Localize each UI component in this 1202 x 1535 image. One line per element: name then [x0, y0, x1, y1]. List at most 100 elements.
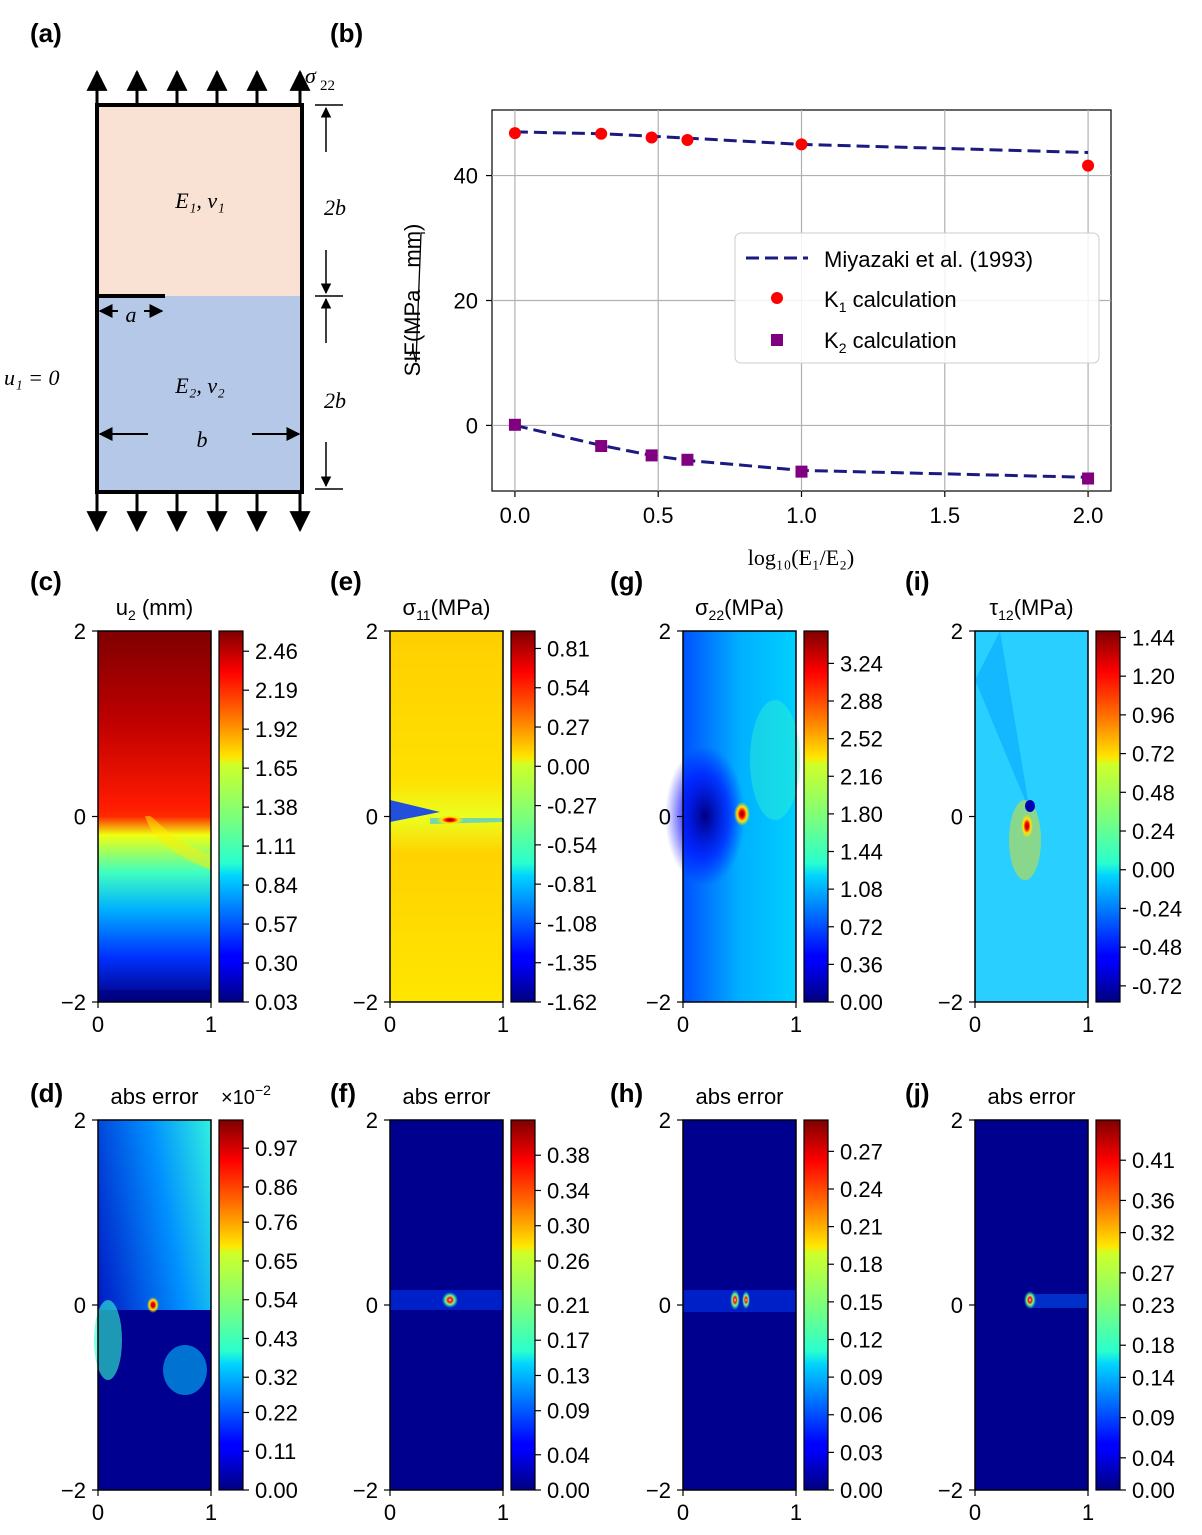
colorbar-i	[1095, 630, 1121, 1003]
colorbar-tick-label: 1.11	[255, 834, 296, 859]
heatmap-title-e: σ11(MPa)	[402, 595, 490, 623]
colorbar-tick-label: 0.76	[255, 1210, 298, 1235]
heatmap-y-tick-label: 0	[951, 1293, 963, 1318]
colorbar-e	[510, 630, 536, 1003]
crack-length-label: a	[126, 302, 137, 327]
colorbar-tick-label: 0.48	[1132, 780, 1175, 805]
field-u2-bottom-band	[98, 990, 211, 1002]
colorbar-tick-label: 0.13	[547, 1363, 590, 1388]
sif-x-tick-label: 2.0	[1073, 503, 1104, 528]
field-t12-lower-lobe	[1009, 800, 1041, 880]
panel-label-e: (e)	[330, 566, 362, 596]
lower-material-region	[97, 296, 302, 492]
sif-y-axis-radical	[409, 232, 425, 363]
crack-label-bg	[118, 302, 144, 322]
heatmap-panel-d	[94, 1120, 211, 1490]
colorbar-tick-label: 0.00	[547, 1478, 590, 1503]
heatmap-x-tick-label: 0	[384, 1012, 396, 1037]
colorbar-tick-label: -1.35	[547, 951, 597, 976]
colorbar-tick-label: 0.34	[547, 1178, 590, 1203]
heatmap-title-j: abs error	[987, 1084, 1075, 1109]
panel-label-h: (h)	[610, 1078, 643, 1108]
colorbar-tick-label: 0.06	[840, 1403, 883, 1428]
sif-legend: Miyazaki et al. (1993) K1 calculation K2…	[734, 232, 1100, 364]
colorbar-tick-label: 0.04	[1132, 1446, 1175, 1471]
panel-label-d: (d)	[30, 1078, 63, 1108]
colorbar-tick-label: 0.32	[255, 1365, 298, 1390]
legend-swatch-k1	[771, 292, 783, 304]
colorbar-tick-label: 0.22	[255, 1400, 298, 1425]
heatmap-x-tick-label: 1	[790, 1012, 802, 1037]
colorbar-tick-label: -0.81	[547, 872, 597, 897]
upper-height-label: 2b	[324, 195, 346, 220]
colorbar-g	[803, 630, 829, 1003]
heatmap-y-tick-label: 2	[366, 1108, 378, 1133]
panel-label-f: (f)	[330, 1078, 356, 1108]
heatmap-y-tick-label: 0	[659, 805, 671, 830]
colorbar-tick-label: 0.24	[1132, 819, 1175, 844]
field-err-u2-hotspot	[147, 1297, 159, 1313]
colorbar-tick-label: -0.72	[1132, 974, 1182, 999]
heatmap-y-tick-label: 2	[659, 619, 671, 644]
heatmap-panel-f	[390, 1120, 503, 1490]
heatmap-x-tick-label: 0	[92, 1012, 104, 1037]
sif-k1-point	[681, 133, 694, 146]
sif-ticks: 0.0 0.5 1.0 1.5 2.0 0 20 40	[454, 164, 1104, 528]
heatmap-y-tick-label: 0	[659, 1293, 671, 1318]
field-t12-hotspot	[1021, 814, 1033, 838]
colorbar-tick-label: 0.21	[840, 1215, 883, 1240]
colorbar-tick-label: 0.18	[1132, 1333, 1175, 1358]
colorbar-tick-label: 1.20	[1132, 664, 1175, 689]
heatmap-y-tick-label: −2	[353, 990, 378, 1015]
colorbar-tick-label: 0.86	[255, 1175, 298, 1200]
colorbar-tick-label: 0.72	[840, 915, 883, 940]
colorbar-tick-label: 1.80	[840, 802, 883, 827]
panel-label-i: (i)	[905, 566, 930, 596]
sif-y-tick-label: 0	[466, 413, 478, 438]
field-err-s22-hotspot-right	[742, 1291, 750, 1309]
colorbar-tick-label: 0.18	[840, 1252, 883, 1277]
heatmap-panel-c	[98, 631, 211, 1002]
colorbar-tick-label: 1.92	[255, 717, 298, 742]
upper-material-region	[97, 105, 302, 296]
colorbar-tick-label: -0.24	[1132, 896, 1182, 921]
heatmap-scale-label-d: ×10−2	[221, 1082, 271, 1109]
lower-height-label: 2b	[324, 388, 346, 413]
heatmap-panel-h	[683, 1120, 796, 1490]
heatmap-y-tick-label: 2	[951, 1108, 963, 1133]
colorbar-tick-label: 0.84	[255, 873, 298, 898]
colorbar-tick-label: 0.36	[840, 952, 883, 977]
heatmap-y-tick-label: −2	[646, 1478, 671, 1503]
colorbar-tick-label: 0.00	[255, 1478, 298, 1503]
heatmap-x-tick-label: 1	[1082, 1012, 1094, 1037]
sif-y-axis-label: SIF(MPamm)	[400, 224, 425, 377]
heatmap-x-tick-label: 1	[790, 1500, 802, 1525]
heatmap-y-tick-label: −2	[61, 1478, 86, 1503]
colorbar-tick-label: 0.81	[547, 636, 590, 661]
colorbar-tick-label: 0.26	[547, 1249, 590, 1274]
heatmap-title-g: σ22(MPa)	[695, 595, 784, 623]
colorbar-tick-label: 0.21	[547, 1293, 590, 1318]
colorbar-tick-label: 3.24	[840, 651, 883, 676]
heatmap-panel-e	[390, 631, 503, 1002]
colorbar-tick-label: 0.72	[1132, 742, 1175, 767]
heatmap-x-tick-label: 0	[384, 1500, 396, 1525]
sigma-subscript: 22	[320, 78, 335, 94]
sif-k1-point	[1082, 159, 1095, 172]
heatmap-panel-i	[975, 631, 1088, 1002]
heatmap-panel-g	[665, 631, 800, 1002]
colorbar-d	[218, 1119, 244, 1491]
colorbar-tick-label: 0.00	[840, 990, 883, 1015]
sif-k2-point	[795, 465, 808, 478]
colorbar-tick-label: 0.54	[255, 1288, 298, 1313]
legend-label-k1: K1 calculation	[824, 287, 957, 315]
colorbar-tick-label: 0.27	[1132, 1261, 1175, 1286]
sif-y-tick-label: 40	[454, 164, 478, 189]
colorbar-tick-label: 0.17	[547, 1328, 590, 1353]
colorbar-tick-label: 0.00	[840, 1478, 883, 1503]
colorbar-tick-label: 1.44	[1132, 625, 1175, 650]
field-s11-blue-lobe	[390, 800, 440, 822]
colorbar-tick-label: 0.03	[255, 990, 298, 1015]
colorbar-tick-label: 0.43	[255, 1326, 298, 1351]
